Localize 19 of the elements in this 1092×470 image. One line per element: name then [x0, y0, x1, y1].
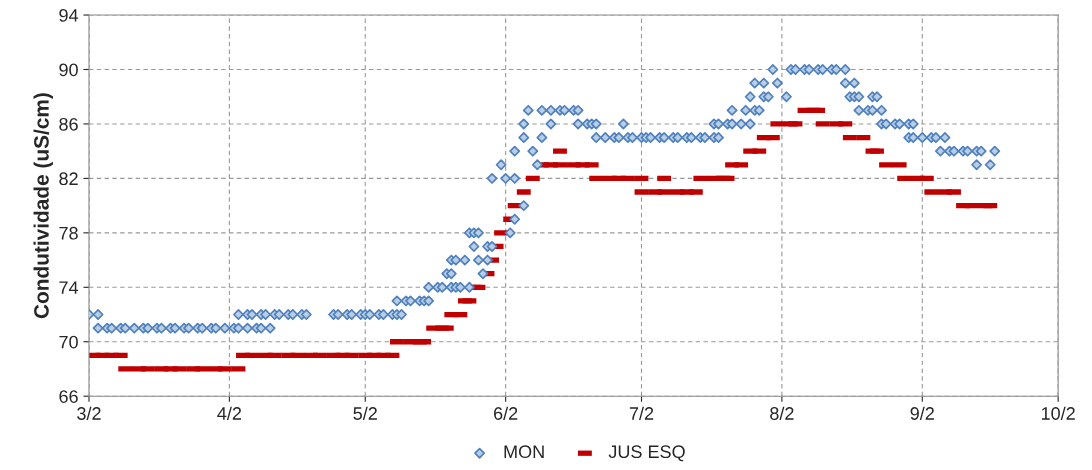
x-tick-label: 7/2: [629, 406, 654, 420]
legend-label: JUS ESQ: [608, 445, 685, 462]
x-tick-label: 4/2: [217, 406, 242, 420]
y-tick-label: 70: [59, 335, 78, 349]
x-tick-label: 6/2: [494, 406, 518, 420]
y-tick-label: 82: [59, 172, 78, 186]
x-tick-label: 8/2: [770, 406, 794, 420]
x-tick-label: 9/2: [910, 406, 934, 420]
y-tick-label: 74: [59, 281, 79, 294]
x-tick-label: 3/2: [77, 406, 101, 420]
x-tick-label: 5/2: [353, 406, 377, 420]
y-tick-label: 78: [59, 226, 78, 240]
y-tick-label: 86: [59, 117, 78, 131]
y-axis-title: Condutividade (uS/cm): [33, 93, 53, 319]
legend-label: MON: [504, 445, 544, 459]
y-tick-label: 94: [59, 8, 79, 22]
y-tick-label: 66: [59, 390, 78, 403]
y-tick-label: 90: [59, 63, 78, 77]
x-tick-label: 10/2: [1041, 406, 1075, 420]
